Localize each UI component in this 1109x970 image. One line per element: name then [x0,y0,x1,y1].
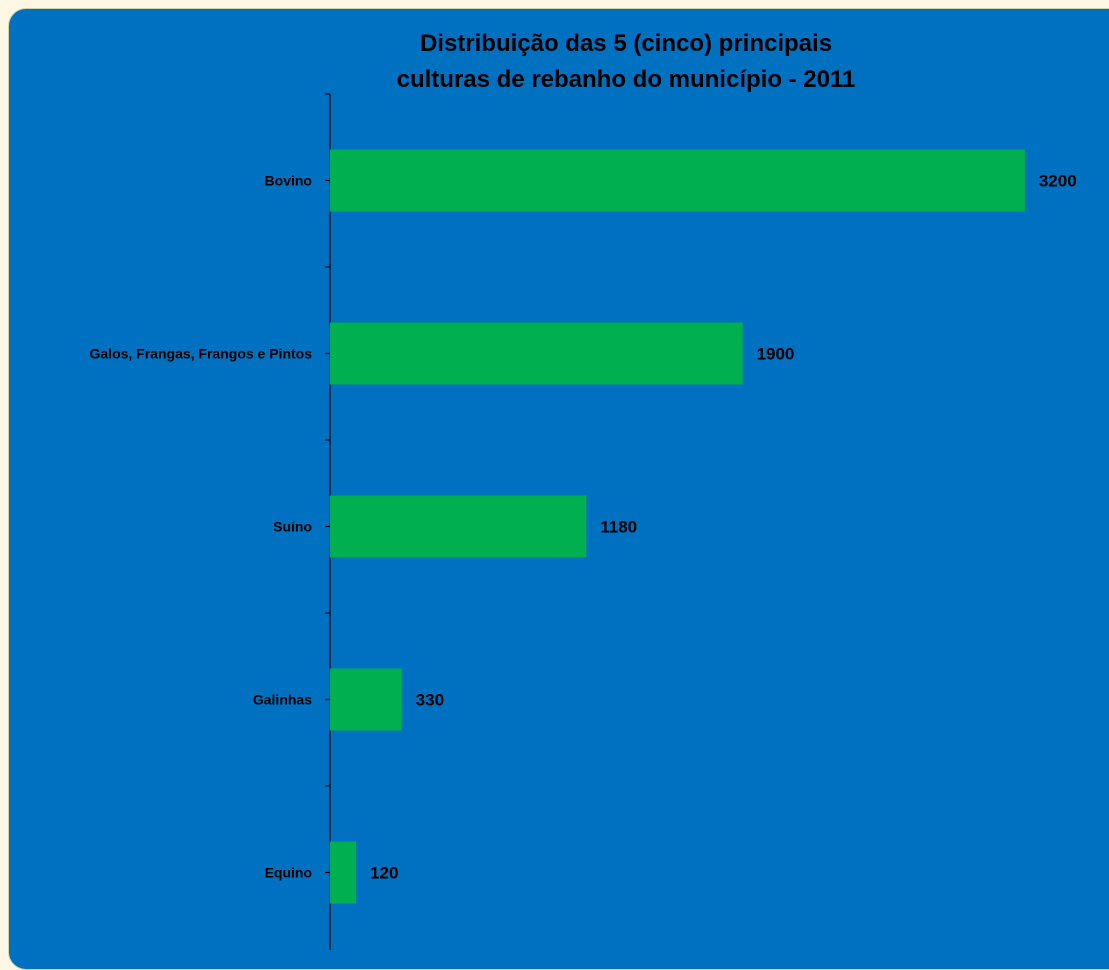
category-label: Galinhas [253,692,312,708]
data-label: 3200 [1039,172,1077,191]
category-label: Suíno [273,519,312,535]
category-label: Galos, Frangas, Frangos e Pintos [90,346,313,362]
chart-title-line-2: culturas de rebanho do município - 2011 [397,66,856,93]
bar [330,495,587,558]
chart-title-line-1: Distribuição das 5 (cinco) principais [420,30,832,57]
category-label: Equino [265,865,312,881]
data-label: 1900 [757,345,795,364]
bars-group [330,149,1025,904]
bar [330,841,357,904]
bar [330,149,1025,212]
data-label: 330 [416,691,444,710]
bar-chart: Distribuição das 5 (cinco) principais cu… [90,30,1077,950]
data-label: 1180 [600,518,637,537]
data-label: 120 [370,864,398,883]
category-label: Bovino [265,173,312,189]
bar [330,668,402,731]
labels-group: Bovino 3200 Galos, Frangas, Frangos e Pint… [90,172,1077,883]
bar [330,322,743,385]
chart-frame: Distribuição das 5 (cinco) principais cu… [8,8,1109,970]
